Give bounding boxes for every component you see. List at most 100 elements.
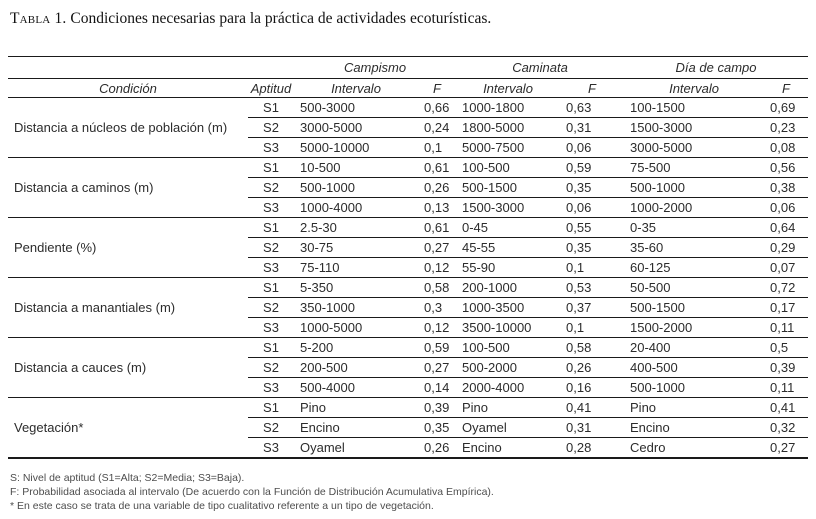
caminata-f-cell: 0,1 <box>560 317 625 338</box>
campismo-interval-cell: 30-75 <box>294 237 418 258</box>
dia-de-campo-f-cell: 0,69 <box>764 97 809 118</box>
campismo-f-cell: 0,39 <box>418 397 456 418</box>
column-header-f-campismo: F <box>418 78 456 98</box>
aptitude-cell: S2 <box>248 417 294 438</box>
caminata-f-cell: 0,35 <box>560 177 625 198</box>
table-row: Distancia a caminos (m) S1 10-500 0,61 100-5… <box>8 157 809 218</box>
table-row: S3 75-110 0,12 55-90 0,1 60-125 0,07 <box>8 257 809 278</box>
campismo-interval-cell: 350-1000 <box>294 297 418 318</box>
table-body: Distancia a núcleos de población (m) S1 50… <box>8 97 809 459</box>
caminata-interval-cell: Encino <box>456 437 560 459</box>
caminata-interval-cell: 5000-7500 <box>456 137 560 158</box>
caminata-interval-cell: 0-45 <box>456 217 560 238</box>
caminata-interval-cell: 3500-10000 <box>456 317 560 338</box>
table-row: S3 500-4000 0,14 2000-4000 0,16 500-1000 0,11 <box>8 377 809 398</box>
table-row: S2 500-1000 0,26 500-1500 0,35 500-1000 0,38 <box>8 177 809 198</box>
column-header-f-dia-de-campo: F <box>764 78 809 98</box>
table-caption: Tabla 1. Condiciones necesarias para la … <box>8 9 808 28</box>
caminata-f-cell: 0,1 <box>560 257 625 278</box>
dia-de-campo-f-cell: 0,11 <box>764 377 809 398</box>
dia-de-campo-interval-cell: 35-60 <box>624 237 765 258</box>
campismo-f-cell: 0,61 <box>418 217 456 238</box>
dia-de-campo-f-cell: 0,17 <box>764 297 809 318</box>
campismo-interval-cell: 5-200 <box>294 337 418 358</box>
caminata-interval-cell: 100-500 <box>456 157 560 178</box>
dia-de-campo-f-cell: 0,39 <box>764 357 809 378</box>
table-row: Vegetación* S1 Pino 0,39 Pino 0,41 Pino 0,41 <box>8 397 809 459</box>
caminata-interval-cell: 500-1500 <box>456 177 560 198</box>
dia-de-campo-f-cell: 0,64 <box>764 217 809 238</box>
caminata-interval-cell: 1000-1800 <box>456 97 560 118</box>
campismo-interval-cell: 5000-10000 <box>294 137 418 158</box>
campismo-f-cell: 0,26 <box>418 437 456 459</box>
activity-header-row: Campismo Caminata Día de campo <box>8 56 809 79</box>
dia-de-campo-interval-cell: Encino <box>624 417 765 438</box>
table-row: S2 Encino 0,35 Oyamel 0,31 Encino 0,32 <box>8 417 809 438</box>
table-row: Distancia a manantiales (m) S1 5-350 0,58 20… <box>8 277 809 338</box>
campismo-interval-cell: 10-500 <box>294 157 418 178</box>
aptitude-cell: S3 <box>248 137 294 158</box>
caminata-interval-cell: 1000-3500 <box>456 297 560 318</box>
campismo-f-cell: 0,12 <box>418 317 456 338</box>
table-row: S3 1000-4000 0,13 1500-3000 0,06 1000-2000 0,0… <box>8 197 809 218</box>
campismo-interval-cell: 500-1000 <box>294 177 418 198</box>
aptitude-cell: S2 <box>248 357 294 378</box>
caminata-interval-cell: 1800-5000 <box>456 117 560 138</box>
dia-de-campo-interval-cell: 20-400 <box>624 337 765 358</box>
caminata-interval-cell: 100-500 <box>456 337 560 358</box>
condition-name: Distancia a caminos (m) <box>8 157 248 218</box>
table-row: S3 5000-10000 0,1 5000-7500 0,06 3000-5000 0,0… <box>8 137 809 158</box>
campismo-interval-cell: 5-350 <box>294 277 418 298</box>
campismo-interval-cell: 200-500 <box>294 357 418 378</box>
dia-de-campo-f-cell: 0,56 <box>764 157 809 178</box>
aptitude-cell: S2 <box>248 117 294 138</box>
campismo-f-cell: 0,66 <box>418 97 456 118</box>
caminata-f-cell: 0,53 <box>560 277 625 298</box>
condition-name: Pendiente (%) <box>8 217 248 278</box>
table-row: Distancia a núcleos de población (m) S1 50… <box>8 97 809 158</box>
campismo-interval-cell: 1000-5000 <box>294 317 418 338</box>
dia-de-campo-interval-cell: 1000-2000 <box>624 197 765 218</box>
campismo-f-cell: 0,58 <box>418 277 456 298</box>
caminata-f-cell: 0,31 <box>560 417 625 438</box>
table-row: S3 Oyamel 0,26 Encino 0,28 Cedro 0,27 <box>8 437 809 459</box>
caminata-interval-cell: 1500-3000 <box>456 197 560 218</box>
aptitude-cell: S2 <box>248 177 294 198</box>
dia-de-campo-interval-cell: 60-125 <box>624 257 765 278</box>
campismo-interval-cell: 1000-4000 <box>294 197 418 218</box>
aptitude-cell: S2 <box>248 237 294 258</box>
campismo-f-cell: 0,1 <box>418 137 456 158</box>
table-row: S2 3000-5000 0,24 1800-5000 0,31 1500-3000 0,2… <box>8 117 809 138</box>
caminata-f-cell: 0,26 <box>560 357 625 378</box>
caminata-f-cell: 0,06 <box>560 137 625 158</box>
footnote-aptitude-levels: S: Nivel de aptitud (S1=Alta; S2=Media; … <box>10 471 245 484</box>
campismo-interval-cell: 500-4000 <box>294 377 418 398</box>
aptitude-cell: S3 <box>248 197 294 218</box>
dia-de-campo-f-cell: 0,32 <box>764 417 809 438</box>
campismo-interval-cell: Pino <box>294 397 418 418</box>
dia-de-campo-interval-cell: 500-1000 <box>624 377 765 398</box>
caminata-f-cell: 0,28 <box>560 437 625 459</box>
campismo-f-cell: 0,27 <box>418 237 456 258</box>
caminata-interval-cell: 2000-4000 <box>456 377 560 398</box>
aptitude-cell: S3 <box>248 317 294 338</box>
campismo-interval-cell: 75-110 <box>294 257 418 278</box>
caminata-interval-cell: 55-90 <box>456 257 560 278</box>
caminata-f-cell: 0,31 <box>560 117 625 138</box>
footnote-f-definition: F: Probabilidad asociada al intervalo (D… <box>10 485 494 498</box>
caminata-f-cell: 0,63 <box>560 97 625 118</box>
dia-de-campo-interval-cell: 500-1000 <box>624 177 765 198</box>
caminata-interval-cell: Oyamel <box>456 417 560 438</box>
caminata-f-cell: 0,41 <box>560 397 625 418</box>
campismo-interval-cell: 3000-5000 <box>294 117 418 138</box>
caminata-f-cell: 0,35 <box>560 237 625 258</box>
dia-de-campo-interval-cell: 1500-3000 <box>624 117 765 138</box>
activity-header-campismo: Campismo <box>294 56 456 79</box>
aptitude-cell: S1 <box>248 217 294 238</box>
caminata-interval-cell: Pino <box>456 397 560 418</box>
caminata-f-cell: 0,06 <box>560 197 625 218</box>
caminata-interval-cell: 45-55 <box>456 237 560 258</box>
campismo-interval-cell: Oyamel <box>294 437 418 459</box>
campismo-f-cell: 0,26 <box>418 177 456 198</box>
